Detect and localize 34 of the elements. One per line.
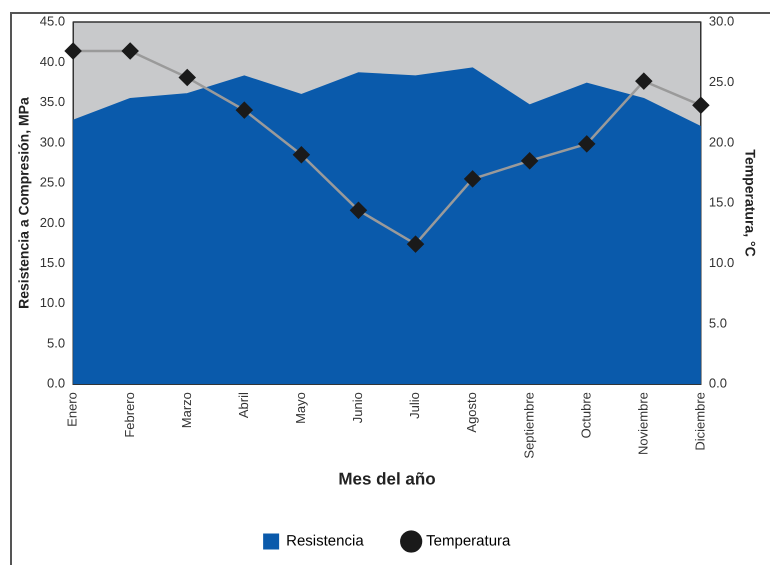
x-tick-label: Diciembre	[692, 392, 708, 451]
y2-tick-label: 20.0	[708, 134, 734, 150]
x-tick-label: Marzo	[178, 392, 194, 428]
y2-tick-label: 30.0	[708, 14, 734, 29]
legend-label: Resistencia	[286, 532, 364, 550]
y2-tick-label: 0.0	[708, 376, 727, 391]
y-tick-label: 25.0	[40, 174, 66, 190]
y2-tick-label: 25.0	[708, 74, 734, 89]
y-tick-label: 45.0	[40, 14, 66, 29]
y2-tick-label: 15.0	[708, 194, 734, 210]
y-tick-label: 5.0	[47, 335, 66, 350]
x-tick-label: Enero	[64, 392, 80, 427]
x-tick-label: Noviembre	[635, 392, 650, 455]
y-tick-label: 10.0	[40, 295, 66, 310]
y2-axis-title: Temperatura, °C	[742, 149, 759, 257]
y2-tick-label: 5.0	[708, 315, 727, 330]
legend-label: Temperatura	[426, 532, 512, 550]
x-tick-label: Abril	[236, 392, 251, 418]
x-tick-label: Octubre	[578, 392, 594, 438]
y-tick-label: 35.0	[40, 94, 66, 110]
y-tick-label: 15.0	[40, 254, 66, 270]
x-tick-label: Septiembre	[521, 392, 536, 459]
y-tick-label: 30.0	[40, 134, 66, 150]
x-tick-label: Agosto	[464, 392, 480, 433]
x-tick-label: Febrero	[122, 392, 137, 438]
y-tick-label: 40.0	[40, 54, 66, 69]
x-tick-label: Julio	[407, 392, 422, 419]
x-axis-title: Mes del año	[338, 469, 436, 488]
x-tick-label: Mayo	[292, 392, 308, 424]
y-tick-label: 0.0	[47, 376, 66, 391]
y2-tick-label: 10.0	[708, 254, 734, 270]
y-axis-title: Resistencia a Compresión, MPa	[15, 97, 32, 309]
y-tick-label: 20.0	[40, 214, 66, 230]
x-tick-label: Junio	[350, 392, 366, 424]
